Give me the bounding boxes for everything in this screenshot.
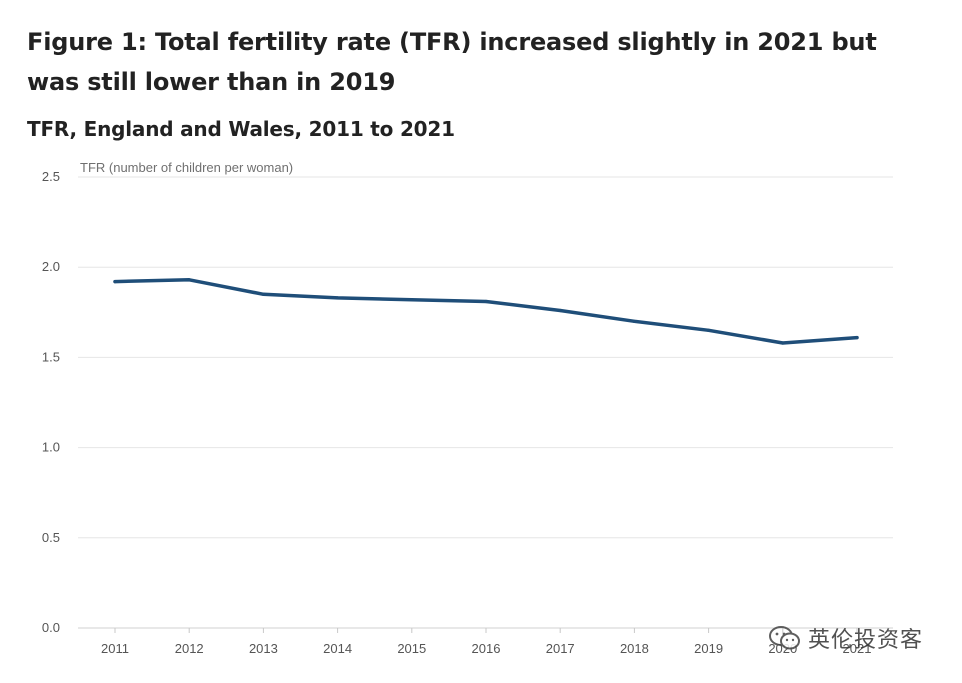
figure-title: Figure 1: Total fertility rate (TFR) inc…	[27, 22, 927, 102]
figure-title-line-2: was still lower than in 2019	[27, 68, 396, 96]
data-point	[484, 299, 488, 304]
x-tick-label: 2021	[843, 641, 872, 656]
x-tick-label: 2015	[397, 641, 426, 656]
x-tick-label: 2014	[323, 641, 352, 656]
data-point	[187, 278, 191, 282]
x-axis-ticks: 2011 2012 2013 2014 2015 2016 2017 2018 2019 2020…	[101, 628, 871, 656]
data-point	[336, 296, 340, 300]
data-point	[855, 335, 859, 340]
chart-subtitle: TFR, England and Wales, 2011 to 2021	[27, 117, 455, 141]
x-tick-label: 2018	[620, 641, 649, 656]
data-point	[410, 298, 414, 302]
y-tick-label: 0.5	[42, 530, 60, 545]
data-point	[632, 319, 637, 323]
x-tick-label: 2011	[101, 641, 129, 656]
y-axis-label: TFR (number of children per woman)	[80, 160, 293, 175]
watermark: 英伦投资客	[768, 622, 923, 654]
watermark-text: 英伦投资客	[808, 628, 924, 653]
wechat-icon	[769, 626, 800, 650]
y-tick-label: 2.5	[42, 169, 60, 184]
series-layer	[113, 278, 859, 345]
x-tick-label: 2013	[249, 641, 278, 656]
y-axis-ticks: 0.0 0.5 1.0 1.5 2.0 2.5	[42, 169, 60, 635]
data-point	[113, 280, 117, 284]
y-tick-label: 0.0	[42, 620, 60, 635]
x-tick-label: 2019	[694, 641, 723, 656]
x-tick-label: 2012	[175, 641, 204, 656]
series-line	[113, 278, 859, 345]
x-tick-label: 2017	[546, 641, 575, 656]
x-tick-label: 2016	[472, 641, 501, 656]
data-point	[781, 341, 785, 345]
y-tick-label: 1.0	[42, 440, 60, 455]
grid-lines	[78, 176, 893, 629]
data-point	[261, 292, 265, 296]
y-tick-label: 2.0	[42, 259, 60, 274]
figure-title-line-1: Figure 1: Total fertility rate (TFR) inc…	[27, 28, 877, 56]
y-tick-label: 1.5	[42, 349, 60, 364]
data-point	[558, 308, 562, 313]
data-point	[707, 328, 711, 332]
